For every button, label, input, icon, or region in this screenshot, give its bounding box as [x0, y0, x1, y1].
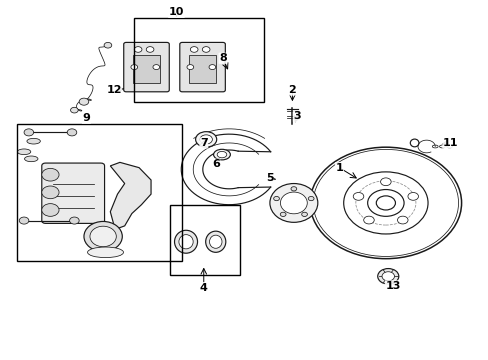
- Ellipse shape: [174, 230, 197, 253]
- Circle shape: [280, 212, 285, 216]
- Circle shape: [376, 196, 395, 210]
- Circle shape: [397, 216, 407, 224]
- Bar: [17, 123, 182, 261]
- Circle shape: [407, 193, 418, 200]
- Ellipse shape: [217, 152, 226, 158]
- Ellipse shape: [87, 247, 123, 258]
- Circle shape: [186, 65, 193, 69]
- Text: 11: 11: [442, 138, 457, 148]
- Circle shape: [79, 98, 89, 105]
- Circle shape: [377, 269, 398, 284]
- Text: 9: 9: [82, 113, 90, 123]
- Bar: [189, 55, 215, 83]
- Ellipse shape: [209, 235, 222, 248]
- Bar: [133, 55, 160, 83]
- Ellipse shape: [205, 231, 225, 252]
- FancyBboxPatch shape: [180, 42, 225, 92]
- Circle shape: [301, 212, 307, 216]
- Text: 1: 1: [335, 163, 343, 173]
- Circle shape: [24, 129, 34, 136]
- Ellipse shape: [280, 192, 306, 214]
- Ellipse shape: [269, 184, 317, 222]
- Ellipse shape: [24, 156, 38, 162]
- Bar: [134, 18, 263, 102]
- Circle shape: [70, 107, 78, 113]
- Circle shape: [41, 204, 59, 216]
- Circle shape: [290, 187, 296, 191]
- Circle shape: [146, 47, 154, 52]
- Circle shape: [69, 217, 79, 224]
- Circle shape: [208, 65, 215, 69]
- Circle shape: [200, 135, 212, 144]
- Text: 7: 7: [200, 138, 207, 148]
- Polygon shape: [110, 162, 151, 229]
- Circle shape: [352, 193, 363, 200]
- Ellipse shape: [213, 149, 230, 160]
- Circle shape: [131, 65, 137, 69]
- Text: 10: 10: [168, 8, 184, 17]
- Circle shape: [134, 47, 142, 52]
- Circle shape: [363, 216, 373, 224]
- Text: 12: 12: [106, 85, 122, 95]
- Circle shape: [41, 186, 59, 199]
- Circle shape: [380, 178, 390, 186]
- Ellipse shape: [27, 138, 41, 144]
- Text: 2: 2: [288, 85, 296, 95]
- Circle shape: [195, 132, 216, 147]
- Text: 4: 4: [200, 283, 207, 293]
- Circle shape: [19, 217, 29, 224]
- FancyBboxPatch shape: [41, 163, 104, 224]
- Ellipse shape: [84, 221, 122, 251]
- Circle shape: [273, 197, 279, 201]
- Circle shape: [41, 168, 59, 181]
- Circle shape: [67, 129, 77, 136]
- Circle shape: [307, 197, 313, 201]
- Circle shape: [190, 47, 198, 52]
- Text: 5: 5: [265, 173, 273, 183]
- Circle shape: [381, 272, 394, 281]
- Text: 13: 13: [385, 281, 400, 291]
- Text: 8: 8: [219, 53, 226, 63]
- Circle shape: [104, 42, 112, 48]
- Ellipse shape: [179, 235, 193, 249]
- Ellipse shape: [90, 226, 116, 247]
- Circle shape: [202, 47, 209, 52]
- Text: 6: 6: [211, 159, 219, 169]
- Ellipse shape: [17, 149, 31, 154]
- FancyBboxPatch shape: [123, 42, 169, 92]
- Circle shape: [153, 65, 160, 69]
- Text: 3: 3: [293, 112, 301, 121]
- Bar: [170, 205, 239, 275]
